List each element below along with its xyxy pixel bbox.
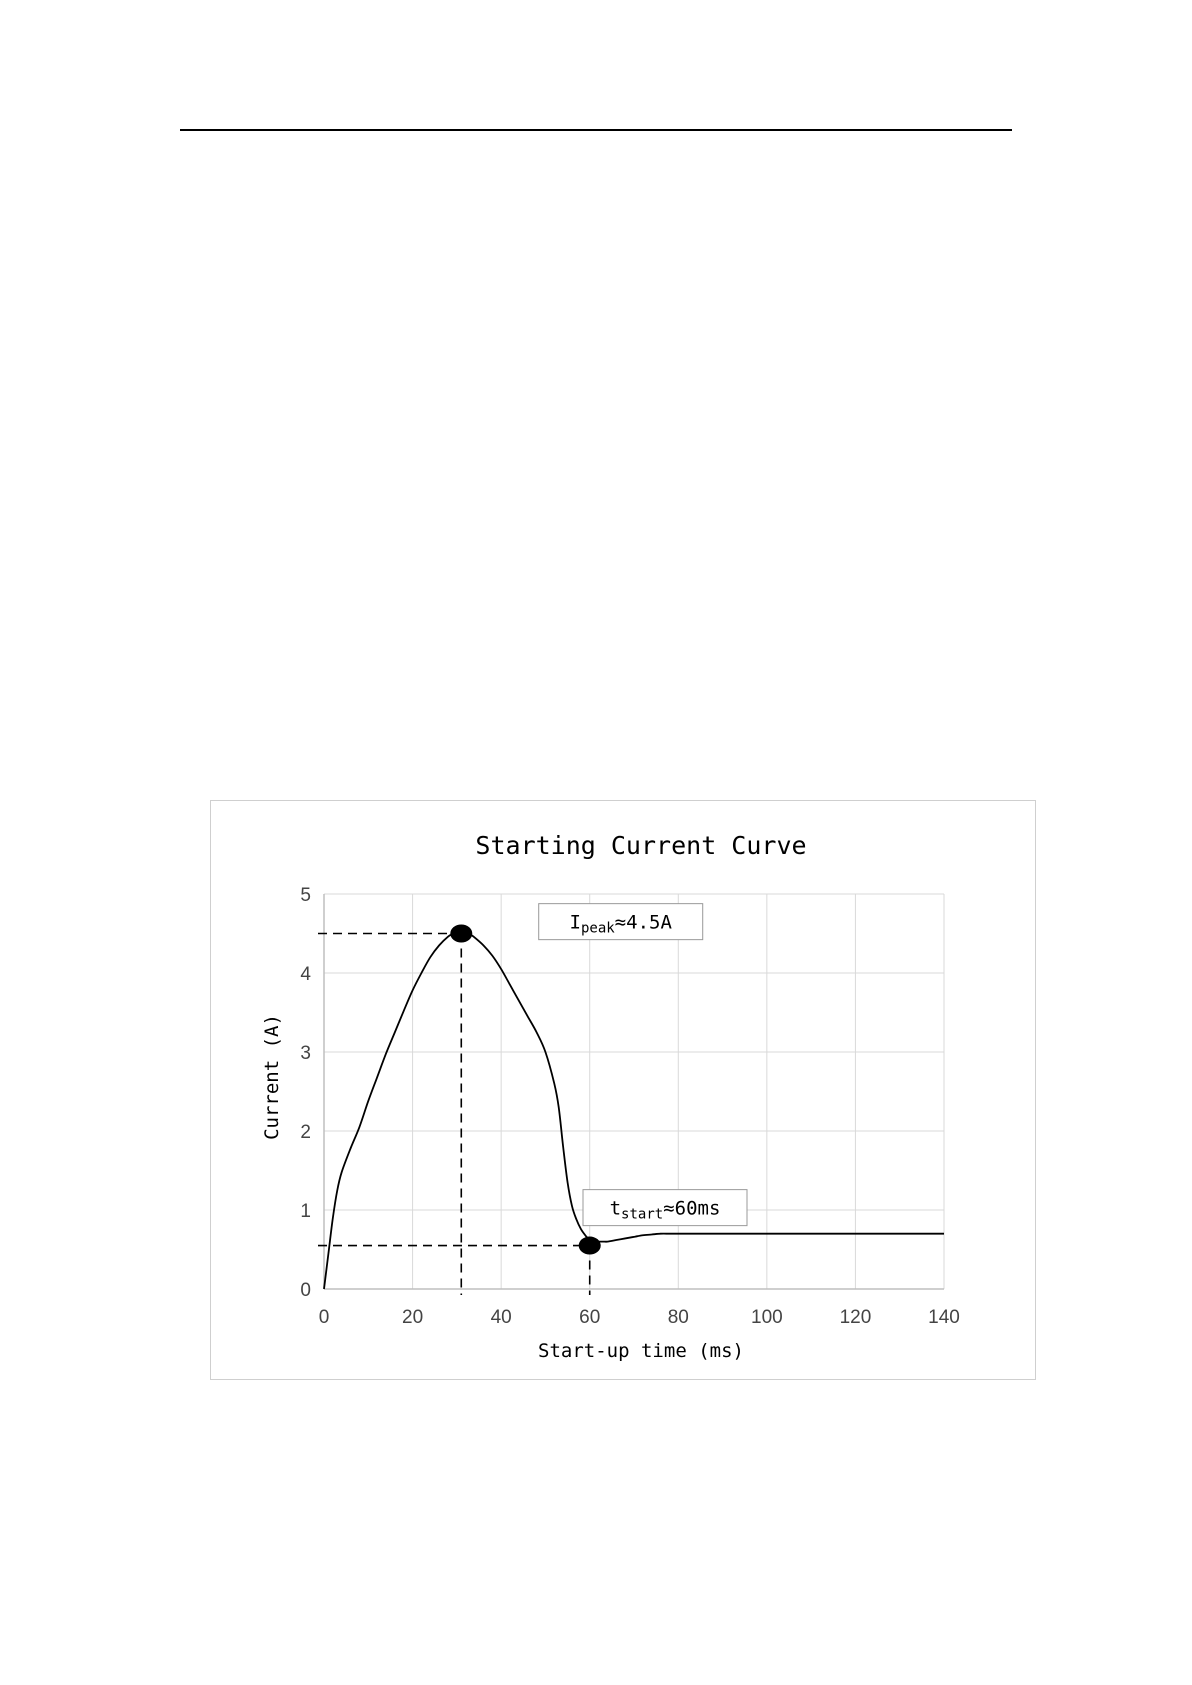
annotation-1: Ipeak≈4.5A — [538, 903, 704, 941]
x-tick-label: 100 — [751, 1307, 783, 1328]
current-curve-line — [323, 932, 944, 1290]
y-tick-label: 5 — [300, 885, 311, 906]
annotation-text: tstart≈60ms — [610, 1198, 721, 1223]
y-tick-label: 2 — [300, 1122, 311, 1143]
grid — [323, 893, 945, 1290]
y-axis-label: Current (A) — [261, 1014, 283, 1140]
chart-title: Starting Current Curve — [475, 831, 806, 860]
x-tick-label: 20 — [402, 1307, 423, 1328]
annotation-text: Ipeak≈4.5A — [570, 912, 673, 937]
chart-frame: Starting Current Curve 0 1 2 3 4 5 0 20 40 60 80 10… — [210, 800, 1036, 1380]
x-axis-label: Start-up time (ms) — [538, 1340, 744, 1362]
x-tick-label: 40 — [491, 1307, 512, 1328]
annotation-2: tstart≈60ms — [582, 1189, 748, 1227]
series-lines — [323, 932, 944, 1290]
starting-current-chart: Starting Current Curve 0 1 2 3 4 5 0 20 40 60 80 10… — [261, 831, 960, 1362]
data-point-marker-2 — [578, 1236, 601, 1255]
y-tick-label: 3 — [300, 1043, 311, 1064]
y-tick-label: 0 — [300, 1280, 311, 1301]
x-tick-label: 120 — [840, 1307, 872, 1328]
x-tick-label: 80 — [668, 1307, 689, 1328]
tick-labels: 0 1 2 3 4 5 0 20 40 60 80 100 120 140 — [300, 885, 959, 1328]
data-point-marker-1 — [450, 924, 473, 943]
annotation-box — [538, 903, 704, 941]
header-rule — [180, 129, 1012, 131]
markers — [450, 924, 601, 1255]
x-tick-label: 0 — [319, 1307, 330, 1328]
annotation-box — [582, 1189, 748, 1227]
y-tick-label: 1 — [300, 1201, 311, 1222]
y-tick-label: 4 — [300, 964, 311, 985]
x-tick-label: 60 — [579, 1307, 600, 1328]
reference-lines — [318, 932, 591, 1295]
x-tick-label: 140 — [928, 1307, 960, 1328]
annotations: Ipeak≈4.5A tstart≈60ms — [538, 903, 748, 1227]
